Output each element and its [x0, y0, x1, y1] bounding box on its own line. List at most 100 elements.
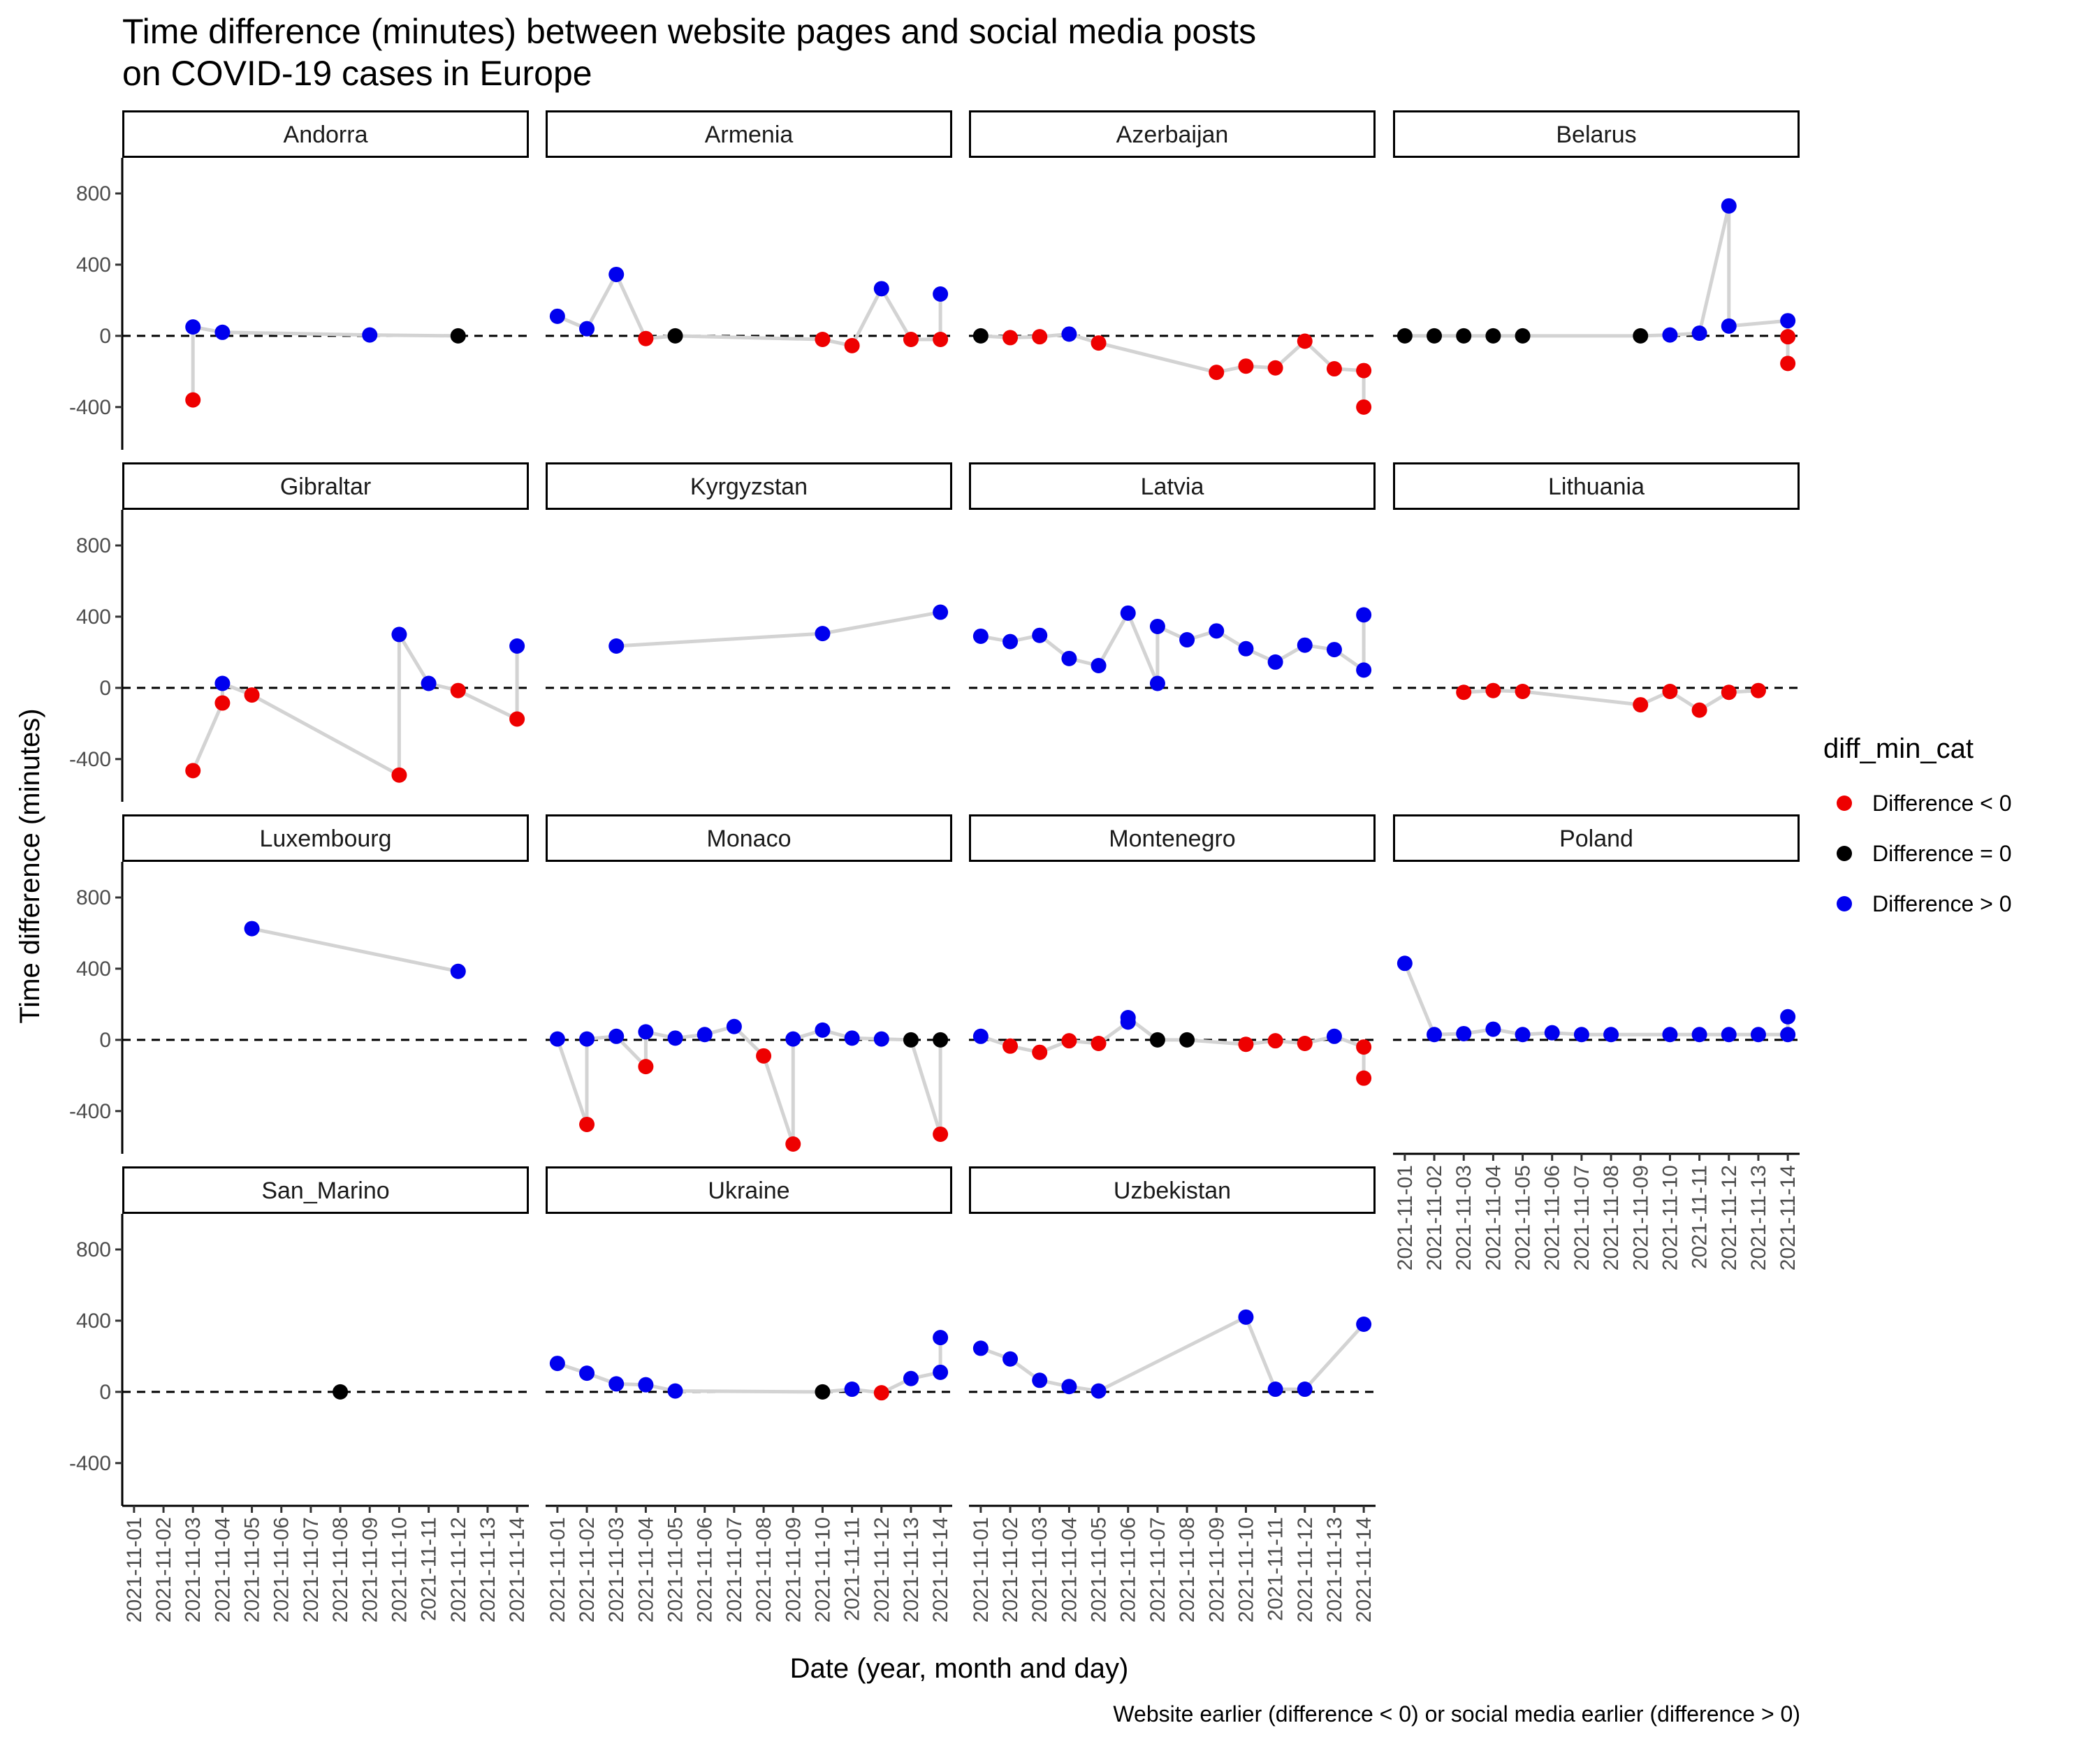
- x-tick-label: 2021-11-04: [634, 1517, 657, 1622]
- data-point: [1267, 360, 1283, 376]
- data-point: [450, 963, 466, 979]
- data-point: [638, 1059, 654, 1075]
- series-line: [980, 611, 1366, 685]
- strip-box: [1393, 110, 1800, 158]
- strip-label: Luxembourg: [259, 826, 391, 852]
- x-tick-label: 2021-11-06: [1541, 1165, 1564, 1270]
- y-tick-label: 400: [76, 1310, 111, 1333]
- strip-box: [969, 1166, 1376, 1214]
- data-point: [1238, 1309, 1254, 1325]
- data-point: [815, 1384, 831, 1400]
- data-point: [1721, 1027, 1737, 1043]
- data-point: [1356, 607, 1372, 623]
- data-point: [1427, 1027, 1443, 1043]
- y-tick-label: -400: [69, 1100, 111, 1123]
- data-point: [1456, 684, 1472, 701]
- strip-label: San_Marino: [261, 1178, 389, 1204]
- data-point: [1603, 1027, 1619, 1043]
- legend-key: [1837, 896, 1852, 911]
- data-point: [1120, 1010, 1136, 1026]
- x-tick-label: 2021-11-01: [546, 1517, 569, 1622]
- strip-box: [122, 110, 529, 158]
- strip-box: [546, 110, 952, 158]
- data-point: [1267, 1381, 1283, 1398]
- chart-caption: Website earlier (difference < 0) or soci…: [1113, 1701, 1800, 1727]
- data-point: [1633, 328, 1649, 344]
- x-tick-label: 2021-11-09: [1629, 1165, 1652, 1270]
- data-point: [579, 1031, 595, 1047]
- strip-box: [122, 462, 529, 510]
- data-point: [391, 767, 407, 783]
- panel-ukraine: Ukraine 2021-11-01 2021-11-02 2021-11-03 202…: [546, 1166, 952, 1622]
- x-tick-label: 2021-11-07: [1146, 1517, 1169, 1622]
- data-point: [667, 1030, 683, 1046]
- data-point: [933, 286, 949, 302]
- data-point: [1691, 702, 1707, 718]
- data-point: [1662, 1027, 1678, 1043]
- y-tick-label: 400: [76, 606, 111, 629]
- data-point: [579, 1365, 595, 1381]
- x-tick-label: 2021-11-07: [1570, 1165, 1594, 1270]
- data-point: [903, 1370, 919, 1386]
- data-point: [1721, 318, 1737, 334]
- x-tick-label: 2021-11-12: [447, 1517, 470, 1622]
- data-point: [903, 1032, 919, 1048]
- data-point: [1032, 1044, 1048, 1060]
- data-point: [1091, 335, 1107, 351]
- legend-entry-label: Difference < 0: [1872, 791, 2012, 816]
- x-tick-label: 2021-11-12: [1718, 1165, 1741, 1270]
- x-tick-label: 2021-11-02: [152, 1517, 175, 1622]
- x-tick-label: 2021-11-14: [506, 1517, 529, 1622]
- data-point: [1780, 1009, 1796, 1025]
- data-point: [1326, 642, 1342, 658]
- x-tick-label: 2021-11-08: [1600, 1165, 1623, 1270]
- strip-label: Monaco: [707, 826, 792, 852]
- x-tick-label: 2021-11-05: [241, 1517, 264, 1622]
- y-tick-label: 800: [76, 886, 111, 909]
- data-point: [608, 266, 625, 282]
- data-point: [1120, 605, 1136, 621]
- x-tick-label: 2021-11-14: [1777, 1165, 1800, 1270]
- data-point: [638, 1377, 654, 1393]
- x-tick-label: 2021-11-12: [870, 1517, 894, 1622]
- data-point: [1485, 328, 1501, 344]
- x-tick-label: 2021-11-13: [900, 1517, 923, 1622]
- data-point: [972, 628, 989, 644]
- data-point: [549, 1356, 565, 1372]
- x-tick-label: 2021-11-11: [1689, 1165, 1712, 1269]
- x-tick-label: 2021-11-10: [1658, 1165, 1682, 1270]
- series-line: [616, 610, 941, 648]
- facet-panels: Andorra 800 400 0 -400 Armenia Azerbaijan Belar…: [69, 110, 1800, 1622]
- x-tick-label: 2021-11-07: [300, 1517, 323, 1622]
- y-tick-label: -400: [69, 396, 111, 419]
- data-point: [244, 687, 260, 703]
- data-point: [1485, 1021, 1501, 1037]
- x-tick-label: 2021-11-09: [1205, 1517, 1228, 1622]
- data-point: [638, 330, 654, 346]
- data-point: [1238, 640, 1254, 657]
- data-point: [1633, 697, 1649, 713]
- data-point: [1002, 1351, 1019, 1367]
- x-tick-label: 2021-11-01: [1394, 1165, 1417, 1270]
- data-point: [1427, 328, 1443, 344]
- y-tick-label: 0: [99, 1381, 111, 1404]
- data-point: [509, 711, 525, 727]
- y-tick-label: -400: [69, 748, 111, 771]
- x-tick-label: 2021-11-11: [841, 1517, 864, 1621]
- data-point: [785, 1136, 801, 1152]
- x-tick-label: 2021-11-03: [182, 1517, 205, 1622]
- data-point: [1061, 650, 1077, 666]
- strip-box: [122, 814, 529, 862]
- data-point: [1179, 1032, 1195, 1048]
- data-point: [1721, 684, 1737, 701]
- strip-box: [1393, 814, 1800, 862]
- x-tick-label: 2021-11-03: [605, 1517, 628, 1622]
- data-point: [667, 1383, 683, 1399]
- data-point: [244, 921, 260, 937]
- x-tick-label: 2021-11-11: [418, 1517, 441, 1621]
- strip-box: [122, 1166, 529, 1214]
- legend-key: [1837, 846, 1852, 861]
- data-point: [1091, 1383, 1107, 1399]
- panel-monaco: Monaco: [546, 814, 952, 1152]
